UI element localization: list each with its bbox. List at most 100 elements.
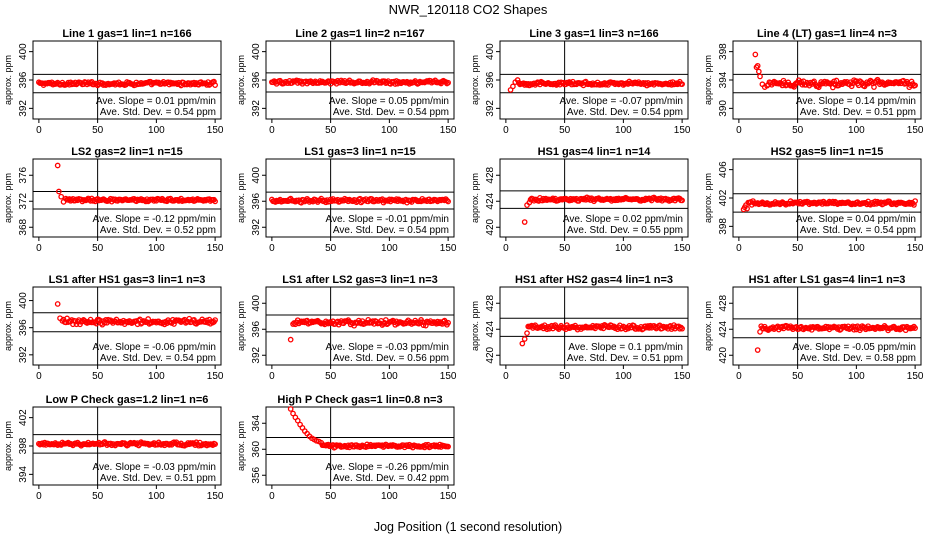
y-axis-label: approx. ppm [236, 301, 246, 351]
y-axis-label: approx. ppm [3, 421, 13, 471]
data-point [212, 198, 218, 205]
x-tick-label: 50 [792, 371, 804, 382]
data-point [679, 81, 685, 88]
x-tick-label: 100 [148, 243, 165, 254]
data-point [744, 205, 750, 212]
chart-panel: HS1 gas=4 lin=1 n=14 0 50 100 150 420 424 428 ap… [470, 146, 691, 254]
data-point [429, 320, 436, 326]
x-tick-label: 150 [907, 371, 924, 382]
slope-annotation: Ave. Slope = -0.03 ppm/min [326, 342, 450, 353]
panel-title: High P Check gas=1 lin=0.8 n=3 [277, 394, 442, 406]
slope-annotation: Ave. Slope = 0.1 ppm/min [568, 342, 683, 353]
y-axis-label: approx. ppm [3, 301, 13, 351]
x-tick-label: 100 [148, 491, 165, 502]
x-tick-label: 150 [440, 371, 457, 382]
y-tick-label: 368 [18, 218, 29, 235]
y-tick-label: 428 [718, 294, 729, 311]
x-tick-label: 0 [503, 125, 509, 136]
x-tick-label: 0 [36, 491, 42, 502]
panel-title: Line 1 gas=1 lin=1 n=166 [62, 28, 191, 40]
y-tick-label: 400 [18, 292, 29, 309]
y-tick-label: 398 [718, 218, 729, 235]
y-axis-label: approx. ppm [236, 173, 246, 223]
data-point [752, 51, 759, 58]
x-tick-label: 50 [559, 243, 571, 254]
x-tick-label: 100 [615, 371, 632, 382]
slope-annotation: Ave. Slope = 0.05 ppm/min [329, 96, 449, 107]
data-point [754, 347, 761, 353]
y-tick-label: 364 [251, 414, 262, 431]
slope-annotation: Ave. Slope = -0.03 ppm/min [93, 462, 217, 473]
panel-title: Line 2 gas=1 lin=2 n=167 [295, 28, 424, 40]
data-point [524, 330, 530, 336]
data-point [757, 73, 763, 80]
y-tick-label: 400 [251, 43, 262, 60]
std-dev-annotation: Ave. Std. Dev. = 0.51 ppm [800, 107, 916, 118]
chart-panel: LS1 after LS2 gas=3 lin=1 n=3 0 50 100 150 39… [236, 274, 457, 382]
slope-annotation: Ave. Slope = 0.02 ppm/min [563, 214, 683, 225]
data-point [668, 82, 675, 88]
data-point [287, 336, 294, 343]
plot-frame [265, 158, 455, 238]
data-point [811, 78, 817, 85]
panel-title: Line 3 gas=1 lin=3 n=166 [529, 28, 658, 40]
chart-panel: Line 1 gas=1 lin=1 n=166 0 50 100 150 392 396 4… [3, 28, 224, 136]
data-point [204, 82, 210, 88]
data-point [678, 324, 684, 331]
x-tick-label: 150 [207, 243, 224, 254]
y-tick-label: 392 [18, 346, 29, 363]
x-tick-label: 150 [207, 371, 224, 382]
y-axis-label: approx. ppm [236, 55, 246, 105]
x-tick-label: 150 [440, 243, 457, 254]
plot-frame [732, 286, 922, 366]
plot-frame [265, 406, 455, 486]
y-tick-label: 396 [251, 192, 262, 209]
x-tick-label: 50 [559, 125, 571, 136]
data-point [290, 410, 296, 417]
slope-annotation: Ave. Slope = -0.26 ppm/min [326, 462, 450, 473]
x-tick-label: 150 [440, 491, 457, 502]
data-point [185, 318, 191, 325]
x-tick-label: 0 [736, 371, 742, 382]
std-dev-annotation: Ave. Std. Dev. = 0.54 ppm [100, 353, 216, 364]
x-tick-label: 0 [269, 491, 275, 502]
data-point [54, 162, 61, 169]
data-point [432, 443, 439, 450]
x-tick-label: 150 [674, 125, 691, 136]
data-point [212, 441, 218, 447]
data-point [755, 68, 762, 75]
y-tick-label: 428 [485, 294, 496, 311]
data-point [519, 340, 526, 347]
data-point [55, 188, 62, 195]
x-tick-label: 100 [381, 371, 398, 382]
y-tick-label: 356 [251, 466, 262, 483]
x-tick-label: 50 [325, 243, 337, 254]
plot-frame [499, 286, 689, 366]
x-tick-label: 100 [848, 125, 865, 136]
x-tick-label: 50 [92, 243, 104, 254]
data-point [548, 322, 555, 329]
y-tick-label: 402 [718, 189, 729, 206]
panel-title: HS1 gas=4 lin=1 n=14 [538, 146, 652, 158]
data-point [833, 77, 840, 84]
x-tick-label: 50 [92, 371, 104, 382]
y-tick-label: 402 [18, 409, 29, 426]
x-tick-label: 0 [36, 125, 42, 136]
x-tick-label: 100 [848, 243, 865, 254]
y-tick-label: 376 [18, 166, 29, 183]
x-tick-label: 100 [381, 243, 398, 254]
y-tick-label: 396 [18, 71, 29, 88]
slope-annotation: Ave. Slope = -0.06 ppm/min [93, 342, 217, 353]
data-point [514, 77, 521, 83]
std-dev-annotation: Ave. Std. Dev. = 0.51 ppm [567, 353, 683, 364]
y-tick-label: 394 [718, 71, 729, 88]
std-dev-annotation: Ave. Std. Dev. = 0.54 ppm [800, 225, 916, 236]
y-axis-label: approx. ppm [703, 301, 713, 351]
y-tick-label: 396 [251, 71, 262, 88]
panel-title: Low P Check gas=1.2 lin=1 n=6 [46, 394, 209, 406]
x-tick-label: 0 [503, 371, 509, 382]
y-tick-label: 392 [18, 100, 29, 117]
y-tick-label: 420 [485, 346, 496, 363]
y-tick-label: 428 [485, 166, 496, 183]
